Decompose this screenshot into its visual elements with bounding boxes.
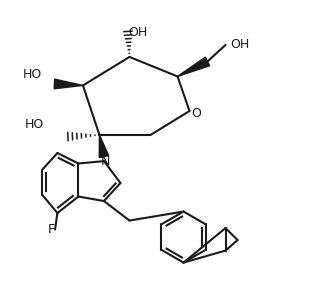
- Polygon shape: [54, 79, 83, 89]
- Polygon shape: [99, 135, 109, 158]
- Text: F: F: [48, 223, 55, 236]
- Polygon shape: [177, 57, 210, 76]
- Text: OH: OH: [230, 38, 249, 52]
- Text: HO: HO: [25, 118, 44, 131]
- Text: N: N: [101, 155, 110, 168]
- Text: O: O: [192, 108, 201, 121]
- Text: HO: HO: [23, 68, 42, 82]
- Text: OH: OH: [128, 26, 147, 39]
